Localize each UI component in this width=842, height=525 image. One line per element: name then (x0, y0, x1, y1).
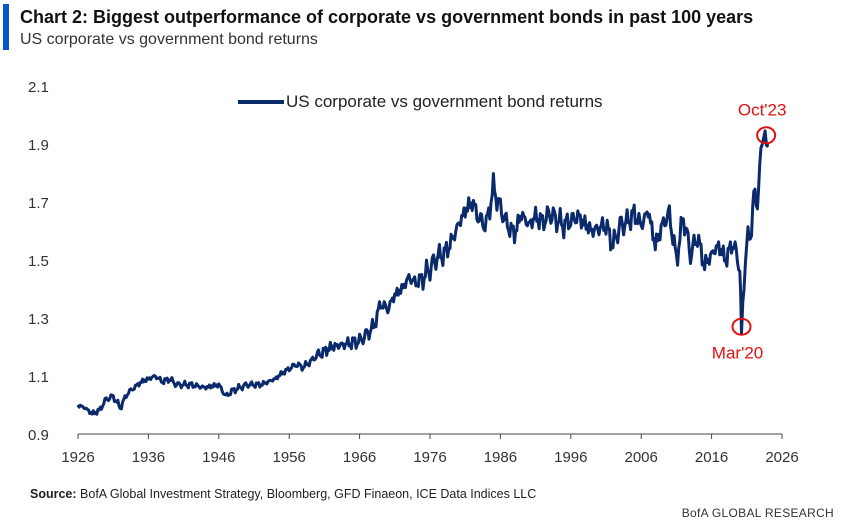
x-tick-label: 1966 (343, 449, 376, 466)
x-tick-label: 1986 (484, 449, 517, 466)
source-label: Source: (30, 487, 77, 501)
y-tick-label: 2.1 (28, 79, 49, 96)
series-line-0 (76, 129, 770, 416)
brand-label: BofA GLOBAL RESEARCH (681, 506, 834, 520)
y-tick-label: 1.5 (28, 253, 49, 270)
source-text: BofA Global Investment Strategy, Bloombe… (80, 487, 537, 501)
x-tick-label: 2026 (765, 449, 798, 466)
x-tick-label: 1926 (61, 449, 94, 466)
title-accent-bar (3, 4, 9, 50)
x-tick-label: 1946 (202, 449, 235, 466)
source-note: Source: BofA Global Investment Strategy,… (30, 487, 536, 501)
y-tick-label: 1.3 (28, 311, 49, 328)
x-tick-label: 2016 (695, 449, 728, 466)
series-layer (76, 129, 770, 416)
chart-legend: US corporate vs government bond returns (238, 92, 603, 112)
y-tick-label: 1.7 (28, 195, 49, 212)
annotation-circle (756, 126, 777, 145)
annotation-layer: Oct'23 Mar'20 (712, 100, 787, 362)
y-tick-label: 1.9 (28, 137, 49, 154)
legend-label: US corporate vs government bond returns (286, 92, 603, 111)
x-tick-label: 1976 (413, 449, 446, 466)
chart-subtitle: US corporate vs government bond returns (20, 31, 318, 48)
annotation-label: Mar'20 (712, 344, 763, 363)
x-axis: 1926 1936 1946 1956 1966 1976 1986 1996 2006 2016… (61, 433, 799, 466)
x-tick-label: 1956 (273, 449, 306, 466)
chart-title: Chart 2: Biggest outperformance of corpo… (20, 7, 754, 27)
y-tick-label: 1.1 (28, 369, 49, 386)
y-tick-label: 0.9 (28, 427, 49, 444)
y-axis: 2.1 1.9 1.7 1.5 1.3 1.1 0.9 (28, 79, 49, 444)
legend-swatch (238, 100, 284, 104)
annotation-circle (731, 317, 752, 336)
x-tick-label: 1996 (554, 449, 587, 466)
annotation-label: Oct'23 (738, 100, 787, 119)
x-tick-label: 2006 (625, 449, 658, 466)
x-tick-label: 1936 (132, 449, 165, 466)
